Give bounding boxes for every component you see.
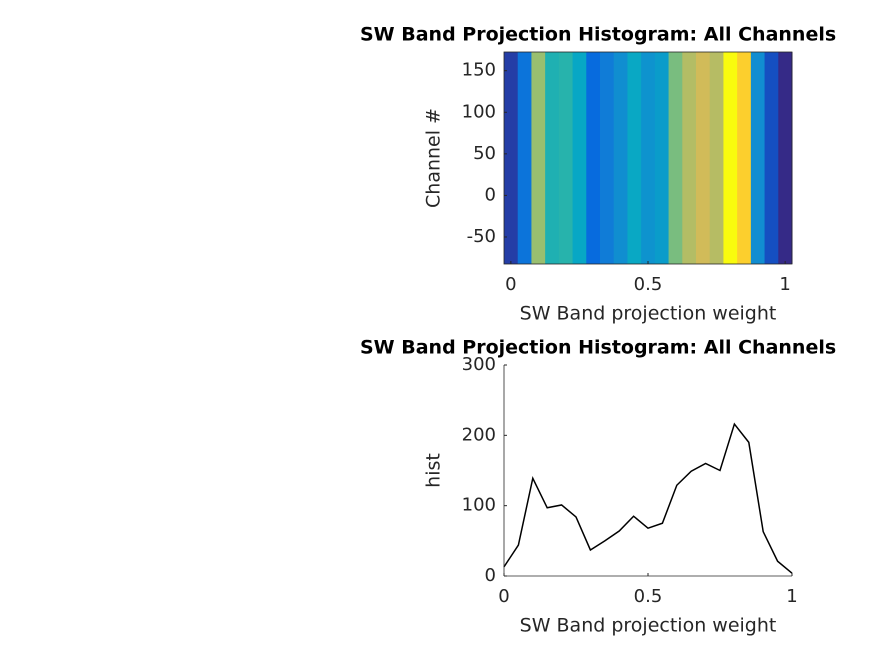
image-column <box>682 52 697 264</box>
y-tick-label: 0 <box>485 184 496 205</box>
x-tick-label: 0 <box>505 274 516 295</box>
image-column <box>723 52 738 264</box>
image-column <box>654 52 670 264</box>
image-column <box>696 52 711 264</box>
x-tick-label: 0.5 <box>634 274 663 295</box>
x-tick-label: 0 <box>498 586 509 607</box>
x-tick-label: 0.5 <box>634 586 663 607</box>
image-column <box>641 52 656 264</box>
y-tick-label: 200 <box>462 424 496 445</box>
y-tick-label: -50 <box>467 226 496 247</box>
image-column <box>586 52 601 264</box>
x-axis-label: SW Band projection weight <box>520 615 777 637</box>
image-column <box>778 52 793 264</box>
image-column <box>627 52 642 264</box>
image-column <box>572 52 587 264</box>
image-column <box>558 52 574 264</box>
y-tick-label: 100 <box>462 101 496 122</box>
image-column <box>613 52 628 264</box>
image-column <box>517 52 532 264</box>
y-tick-label: 300 <box>462 354 496 375</box>
y-tick-label: 50 <box>473 143 496 164</box>
image-column <box>545 52 560 264</box>
image-column <box>764 52 779 264</box>
image-column <box>600 52 615 264</box>
chart-title: SW Band Projection Histogram: All Channe… <box>360 337 836 359</box>
y-tick-label: 0 <box>485 565 496 586</box>
y-tick-label: 100 <box>462 495 496 516</box>
image-column <box>709 52 724 264</box>
image-column <box>750 52 766 264</box>
chart-title: SW Band Projection Histogram: All Channe… <box>360 24 836 46</box>
x-axis-label: SW Band projection weight <box>520 303 777 325</box>
y-axis-label: Channel # <box>423 108 445 208</box>
image-column <box>531 52 546 264</box>
x-tick-label: 1 <box>779 274 790 295</box>
image-column <box>737 52 752 264</box>
image-column <box>504 52 519 264</box>
y-axis-label: hist <box>423 453 445 488</box>
y-tick-label: 150 <box>462 60 496 81</box>
x-tick-label: 1 <box>786 586 797 607</box>
image-column <box>668 52 683 264</box>
line <box>503 422 793 574</box>
